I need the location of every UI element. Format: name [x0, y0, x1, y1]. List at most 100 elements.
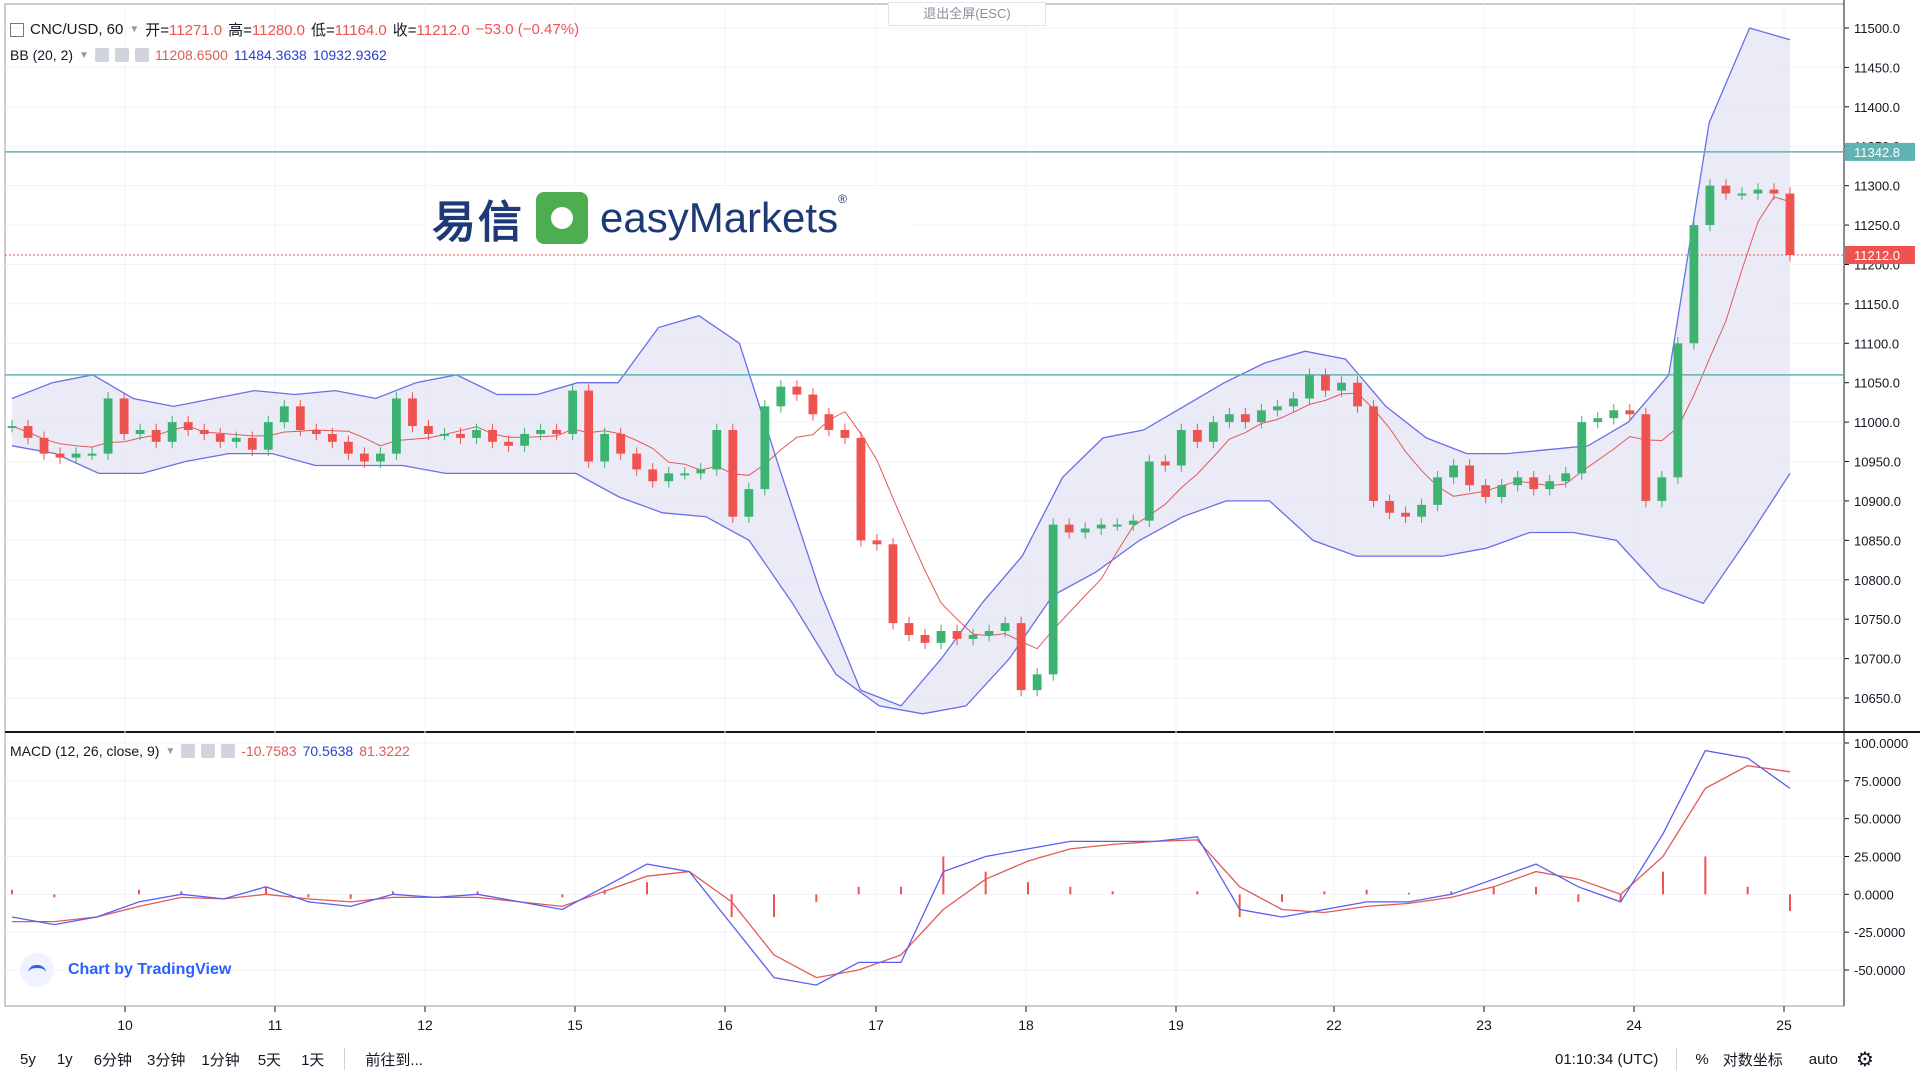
macd-signal-line — [12, 765, 1791, 979]
bb-lower-value: 10932.9362 — [312, 47, 387, 63]
x-tick-label: 10 — [117, 1017, 133, 1033]
timeframe-5y[interactable]: 5y — [20, 1050, 36, 1068]
price-tag-current: 11212.0 — [1854, 248, 1900, 263]
auto-scale-toggle[interactable]: auto — [1808, 1050, 1838, 1068]
candle-up — [1513, 477, 1523, 486]
bb-basis-value: 11208.6500 — [154, 47, 228, 63]
candle-up — [568, 390, 578, 434]
candle-down — [424, 426, 433, 434]
candle-down — [488, 430, 497, 442]
candle-up — [1080, 528, 1090, 533]
candle-up — [392, 398, 401, 454]
x-tick-label: 23 — [1476, 1017, 1492, 1033]
macd-name[interactable]: MACD (12, 26, close, 9) — [10, 743, 160, 759]
macd-tick-label: 100.0000 — [1854, 736, 1908, 751]
high-label: 高= — [228, 22, 252, 39]
candle-down — [504, 441, 513, 446]
symbol-dropdown-icon[interactable]: ▼ — [129, 24, 140, 35]
candle-up — [1593, 418, 1603, 423]
bb-dropdown-icon[interactable]: ▼ — [79, 49, 89, 61]
bb-name[interactable]: BB (20, 2) — [10, 47, 74, 63]
tradingview-brand[interactable]: Chart by TradingView — [20, 953, 231, 987]
candle-up — [1737, 193, 1747, 196]
candle-up — [1112, 524, 1122, 527]
candle-down — [183, 422, 193, 430]
candle-down — [23, 426, 33, 438]
macd-tick-label: 75.0000 — [1854, 774, 1901, 789]
candle-down — [1769, 189, 1779, 194]
macd-settings-icon[interactable] — [201, 744, 216, 758]
y-tick-label: 10850.0 — [1854, 533, 1901, 548]
log-scale-toggle[interactable]: 对数坐标 — [1722, 1051, 1783, 1069]
gear-icon[interactable]: ⚙ — [1855, 1048, 1874, 1071]
candle-down — [632, 453, 642, 470]
settings-icon[interactable] — [114, 48, 129, 62]
y-tick-label: 10900.0 — [1854, 494, 1901, 509]
candle-up — [1208, 422, 1218, 442]
clock-label[interactable]: 01:10:34 (UTC) — [1555, 1050, 1659, 1068]
candle-up — [1689, 225, 1699, 344]
candle-down — [856, 437, 866, 541]
timeframe-1y[interactable]: 1y — [56, 1050, 73, 1068]
candle-up — [1305, 374, 1314, 399]
macd-visibility-icon[interactable] — [181, 744, 196, 758]
candle-up — [536, 430, 545, 434]
ohlc-legend: CNC/USD, 60 ▼ 开=11271.0 高=11280.0 低=1116… — [10, 19, 585, 40]
macd-hist-value: -10.7583 — [241, 743, 297, 759]
y-tick-label: 10950.0 — [1854, 455, 1901, 470]
candle-up — [279, 406, 289, 423]
candle-up — [1417, 504, 1426, 517]
candle-down — [55, 453, 65, 458]
candle-down — [199, 430, 209, 434]
percent-toggle[interactable]: % — [1695, 1050, 1709, 1068]
bb-legend: BB (20, 2) ▼ 11208.6500 11484.3638 10932… — [10, 47, 393, 63]
x-tick-label: 22 — [1326, 1017, 1342, 1033]
price-tag-line: 11342.8 — [1854, 145, 1900, 160]
candle-up — [744, 489, 754, 517]
candle-down — [952, 631, 962, 639]
candle-up — [984, 631, 994, 635]
candle-down — [1321, 374, 1330, 391]
y-tick-label: 11250.0 — [1854, 218, 1900, 233]
logo-en: easyMarkets — [600, 194, 839, 241]
close-value: 11212.0 — [416, 22, 470, 39]
candle-down — [39, 437, 49, 454]
visibility-icon[interactable] — [94, 48, 109, 62]
candle-down — [872, 540, 882, 545]
macd-dropdown-icon[interactable]: ▼ — [165, 745, 176, 757]
candle-down — [904, 623, 914, 635]
candle-down — [824, 414, 834, 430]
timeframe-5d[interactable]: 5天 — [257, 1051, 282, 1069]
candle-up — [135, 430, 145, 434]
candle-down — [151, 430, 161, 442]
candle-down — [1529, 477, 1539, 490]
x-tick-label: 15 — [567, 1017, 583, 1033]
high-value: 11280.0 — [251, 22, 306, 39]
bb-upper-line — [11, 27, 1791, 707]
collapse-icon[interactable] — [10, 22, 24, 37]
symbol-label[interactable]: CNC/USD, 60 — [30, 21, 124, 38]
candle-up — [263, 422, 273, 450]
candle-down — [584, 390, 594, 462]
macd-tick-label: 50.0000 — [1854, 812, 1901, 827]
remove-icon[interactable] — [134, 48, 149, 62]
candle-down — [343, 441, 353, 454]
candle-up — [1096, 524, 1106, 529]
candle-up — [1273, 406, 1282, 411]
timeframe-1min[interactable]: 1分钟 — [201, 1051, 240, 1069]
timeframe-3min[interactable]: 3分钟 — [147, 1051, 186, 1069]
candle-down — [295, 406, 305, 430]
goto-date-button[interactable]: 前往到... — [365, 1051, 423, 1069]
candle-down — [311, 430, 321, 434]
candle-up — [1545, 481, 1555, 490]
candle-down — [920, 634, 930, 643]
timeframe-6min[interactable]: 6分钟 — [93, 1051, 133, 1069]
exit-fullscreen-button[interactable]: 退出全屏(ESC) — [888, 2, 1046, 26]
candle-up — [696, 469, 706, 474]
bottom-toolbar: 5y 1y 6分钟 3分钟 1分钟 5天 1天 前往到... 01:10:34 … — [0, 1038, 1920, 1080]
timeframe-1d[interactable]: 1天 — [301, 1051, 325, 1069]
candle-down — [840, 430, 850, 438]
candle-up — [7, 426, 17, 429]
macd-remove-icon[interactable] — [221, 744, 236, 758]
